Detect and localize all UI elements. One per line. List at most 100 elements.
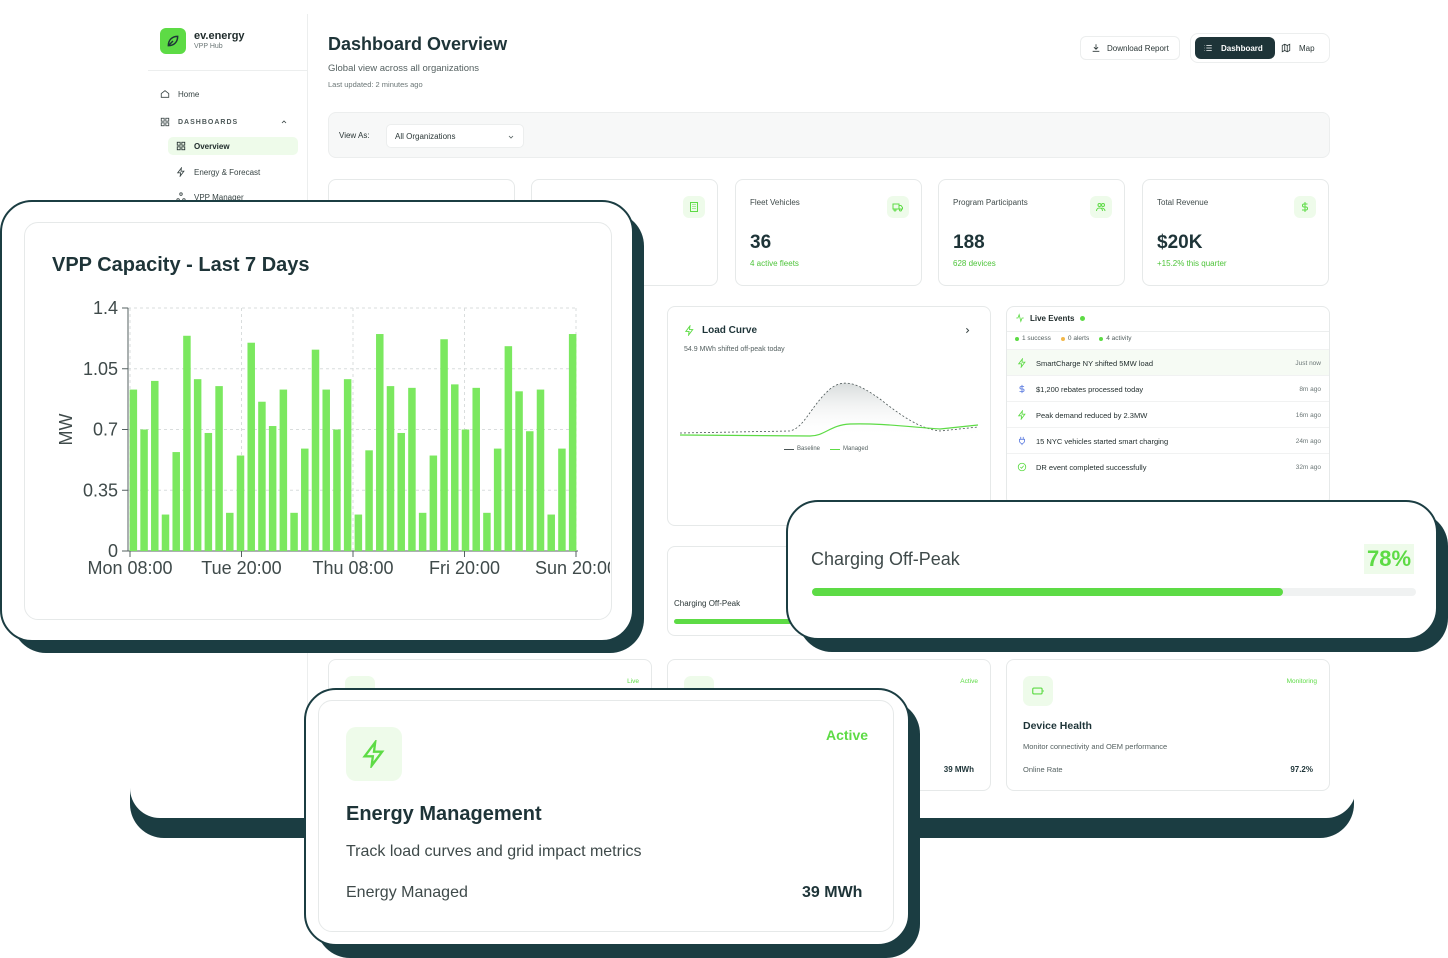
energy-management-inner	[318, 700, 894, 932]
bar	[247, 342, 255, 551]
users-icon	[1090, 196, 1112, 218]
bar	[311, 349, 320, 551]
bar	[547, 514, 555, 551]
organization-select[interactable]: All Organizations	[386, 124, 524, 148]
bar	[397, 432, 405, 551]
x-tick-label: Tue 20:00	[201, 558, 281, 578]
bar	[376, 334, 384, 551]
bar	[215, 386, 223, 551]
bar	[526, 431, 534, 551]
charging-offpeak-float-card[interactable]	[786, 500, 1438, 640]
event-text: SmartCharge NY shifted 5MW load	[1036, 359, 1153, 368]
charging-offpeak-title: Charging Off-Peak	[811, 549, 960, 569]
brand-name: ev.energy	[194, 30, 245, 42]
brand-subtitle: VPP Hub	[194, 43, 223, 50]
bar	[365, 450, 373, 551]
x-tick-label: Mon 08:00	[87, 558, 172, 578]
bar	[333, 429, 341, 551]
view-as-bar: View As: All Organizations	[328, 112, 1330, 158]
bar	[140, 429, 148, 551]
event-row[interactable]: DR event completed successfully 32m ago	[1007, 453, 1329, 479]
event-row[interactable]: 15 NYC vehicles started smart charging 2…	[1007, 427, 1329, 453]
sidebar-item-overview[interactable]: Overview	[168, 137, 298, 155]
event-row[interactable]: $1,200 rebates processed today 8m ago	[1007, 375, 1329, 401]
download-report-label: Download Report	[1107, 43, 1169, 53]
stat-card-program-participants[interactable]: Program Participants 188 628 devices	[938, 179, 1125, 286]
last-updated: Last updated: 2 minutes ago	[328, 80, 423, 89]
event-row[interactable]: Peak demand reduced by 2.3MW 16m ago	[1007, 401, 1329, 427]
building-icon	[683, 196, 705, 218]
summary-alerts: 0 alerts	[1060, 335, 1090, 342]
stat-sub: 628 devices	[953, 259, 996, 268]
legend-managed-label: Managed	[843, 446, 869, 452]
bar	[483, 512, 491, 551]
sidebar-item-home[interactable]: Home	[160, 85, 199, 103]
brand[interactable]: ev.energy VPP Hub	[160, 28, 245, 54]
event-row[interactable]: SmartCharge NY shifted 5MW load Just now	[1007, 349, 1329, 375]
mini-card-device-health[interactable]: Monitoring Device Health Monitor connect…	[1006, 659, 1330, 791]
x-tick-label: Thu 08:00	[312, 558, 393, 578]
event-time: 8m ago	[1299, 386, 1321, 393]
stat-card-fleet-vehicles[interactable]: Fleet Vehicles 36 4 active fleets	[735, 179, 922, 286]
metric-value: 97.2%	[1290, 765, 1313, 774]
download-report-button[interactable]: Download Report	[1080, 36, 1180, 60]
bar	[204, 432, 213, 551]
bar	[258, 401, 266, 551]
y-tick-label: 1.05	[83, 359, 118, 379]
dollar-icon	[1294, 196, 1316, 218]
bar	[279, 389, 288, 551]
event-time: 16m ago	[1295, 412, 1321, 419]
view-toggle: Dashboard Map	[1190, 33, 1330, 63]
battery-icon	[1023, 676, 1053, 706]
bar	[322, 389, 330, 551]
card-desc: Monitor connectivity and OEM performance	[1023, 742, 1168, 751]
y-tick-label: 0.35	[83, 480, 118, 500]
live-indicator	[1080, 315, 1086, 321]
map-toggle-button[interactable]: Map	[1281, 37, 1315, 59]
bar	[386, 386, 395, 551]
status-tag: Active	[826, 727, 869, 743]
baseline-line	[680, 382, 979, 434]
sidebar-item-label: Overview	[194, 141, 230, 151]
stat-value: 188	[953, 232, 985, 253]
bar	[301, 448, 309, 551]
summary-success: 1 success	[1015, 335, 1051, 342]
plug-icon	[1019, 436, 1025, 446]
sidebar-item-label: Home	[178, 89, 200, 99]
stat-sub: +15.2% this quarter	[1157, 259, 1227, 268]
event-text: DR event completed successfully	[1036, 463, 1147, 472]
events-summary: 1 success 0 alerts 4 activity	[1015, 335, 1142, 342]
stat-card-total-revenue[interactable]: Total Revenue $20K +15.2% this quarter	[1142, 179, 1329, 286]
sidebar-section-dashboards[interactable]: DASHBOARDS	[160, 113, 296, 131]
card-desc: Track load curves and grid impact metric…	[346, 843, 642, 860]
y-tick-label: 0.7	[93, 420, 118, 440]
dashboard-toggle-label: Dashboard	[1221, 43, 1263, 53]
legend-baseline: Baseline	[784, 446, 820, 452]
grid-icon	[176, 141, 186, 151]
card-title: Device Health	[1023, 720, 1092, 732]
bar	[451, 384, 459, 551]
load-curve-subtitle: 54.9 MWh shifted off-peak today	[684, 346, 785, 353]
load-curve-plot	[680, 382, 979, 437]
bolt-icon	[684, 325, 694, 336]
dollar-icon	[1019, 384, 1025, 394]
bar	[429, 455, 438, 551]
dashboard-toggle-button[interactable]: Dashboard	[1195, 37, 1275, 59]
page-subtitle: Global view across all organizations	[328, 63, 480, 74]
bolt-icon	[176, 167, 185, 177]
bar	[151, 380, 159, 551]
metric-label: Energy Managed	[346, 884, 468, 901]
sidebar-item-energy-forecast[interactable]: Energy & Forecast	[168, 163, 298, 181]
x-tick-label: Fri 20:00	[429, 558, 500, 578]
summary-alerts-label: 0 alerts	[1067, 335, 1090, 342]
live-events-card: Live Events 1 success 0 alerts 4 activit…	[1006, 306, 1330, 506]
load-curve-card[interactable]: Load Curve 54.9 MWh shifted off-peak tod…	[667, 306, 991, 526]
legend-managed: Managed	[830, 446, 868, 452]
vpp-capacity-chart: 0 0.35 0.7 1.05 1.4 Mon 08:00 Tue 20:00 Thu 08:…	[56, 298, 610, 578]
activity-icon	[1016, 313, 1024, 323]
charging-offpeak-fill	[674, 619, 862, 624]
summary-activity: 4 activity	[1099, 335, 1132, 342]
chevron-right-icon[interactable]	[963, 326, 972, 335]
download-icon	[1092, 44, 1100, 52]
summary-activity-label: 4 activity	[1106, 335, 1132, 342]
